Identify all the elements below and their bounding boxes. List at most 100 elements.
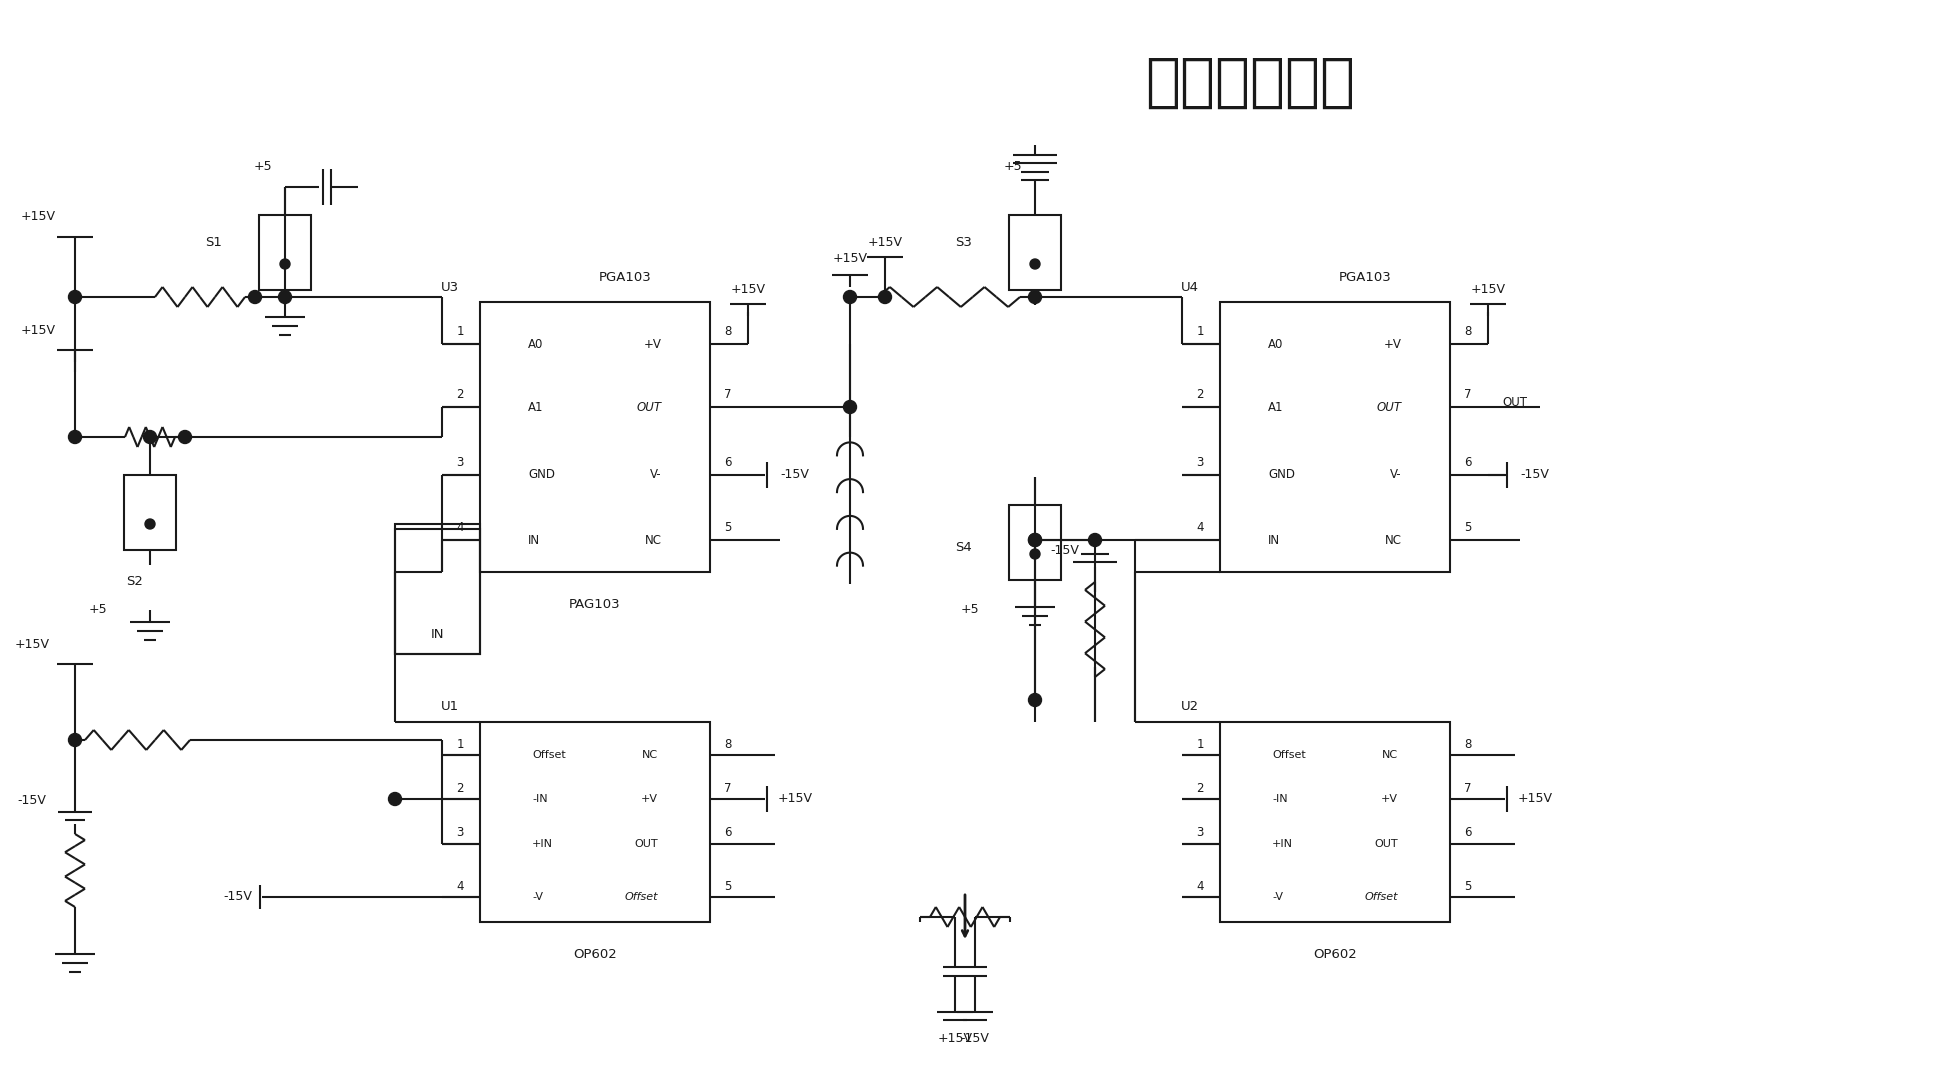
Text: GND: GND xyxy=(528,468,555,481)
Text: 6: 6 xyxy=(725,827,732,839)
Text: 5: 5 xyxy=(725,879,732,893)
Text: +IN: +IN xyxy=(1272,839,1293,849)
Text: 4: 4 xyxy=(1196,879,1204,893)
Circle shape xyxy=(1029,694,1042,706)
Text: 7: 7 xyxy=(1465,387,1473,401)
Text: +5: +5 xyxy=(253,160,273,173)
Text: NC: NC xyxy=(1385,534,1403,547)
Text: +15V: +15V xyxy=(867,236,902,249)
Circle shape xyxy=(68,291,82,303)
Text: NC: NC xyxy=(645,534,662,547)
Text: A1: A1 xyxy=(1268,401,1284,414)
Text: S1: S1 xyxy=(206,236,222,249)
Circle shape xyxy=(144,431,156,444)
Text: S4: S4 xyxy=(956,540,972,553)
Circle shape xyxy=(249,291,261,303)
Text: S2: S2 xyxy=(127,575,144,589)
Circle shape xyxy=(279,291,292,303)
Text: +15V: +15V xyxy=(14,638,49,651)
Text: +15V: +15V xyxy=(832,253,867,266)
Text: +V: +V xyxy=(1381,794,1399,804)
Circle shape xyxy=(1030,549,1040,559)
Text: 5: 5 xyxy=(1465,521,1471,534)
Bar xyxy=(1009,505,1062,580)
Text: Offset: Offset xyxy=(1364,892,1399,902)
Text: 1: 1 xyxy=(1196,738,1204,750)
Text: 7: 7 xyxy=(725,781,732,794)
Text: 5: 5 xyxy=(725,521,732,534)
Text: Offset: Offset xyxy=(625,892,658,902)
Text: -V: -V xyxy=(532,892,543,902)
Text: IN: IN xyxy=(528,534,540,547)
Text: NC: NC xyxy=(643,750,658,760)
Text: -15V: -15V xyxy=(781,468,810,481)
Text: +15V: +15V xyxy=(1517,792,1553,805)
Text: S3: S3 xyxy=(956,236,972,249)
Text: PGA103: PGA103 xyxy=(598,270,651,283)
Text: +5: +5 xyxy=(960,602,980,616)
Text: Offset: Offset xyxy=(1272,750,1305,760)
Text: NC: NC xyxy=(1381,750,1399,760)
Text: 4: 4 xyxy=(456,879,464,893)
Text: +15V: +15V xyxy=(21,324,55,337)
Bar xyxy=(1219,302,1449,572)
Circle shape xyxy=(1029,534,1042,547)
Text: +IN: +IN xyxy=(532,839,553,849)
Bar xyxy=(395,528,479,654)
Text: OP602: OP602 xyxy=(1313,948,1358,961)
Text: 2: 2 xyxy=(456,781,464,794)
Text: +15V: +15V xyxy=(1471,283,1506,296)
Text: 6: 6 xyxy=(1465,827,1473,839)
Text: -15V: -15V xyxy=(960,1032,990,1045)
Bar xyxy=(479,723,709,922)
Text: +15V: +15V xyxy=(21,210,55,223)
Text: U2: U2 xyxy=(1180,700,1200,714)
Text: 6: 6 xyxy=(1465,456,1473,468)
Text: +15V: +15V xyxy=(937,1032,972,1045)
Text: A0: A0 xyxy=(1268,338,1284,351)
Circle shape xyxy=(1089,534,1101,547)
Bar xyxy=(1009,214,1062,289)
Text: OUT: OUT xyxy=(1375,839,1399,849)
Text: 3: 3 xyxy=(456,827,464,839)
Text: 3: 3 xyxy=(1196,827,1204,839)
Text: IN: IN xyxy=(1268,534,1280,547)
Text: V-: V- xyxy=(651,468,662,481)
Circle shape xyxy=(879,291,892,303)
Text: 4: 4 xyxy=(1196,521,1204,534)
Text: -IN: -IN xyxy=(1272,794,1288,804)
Text: U3: U3 xyxy=(440,281,460,294)
Text: 8: 8 xyxy=(1465,325,1471,338)
Text: 2: 2 xyxy=(1196,387,1204,401)
Text: -15V: -15V xyxy=(1521,468,1549,481)
Bar xyxy=(1219,723,1449,922)
Text: A0: A0 xyxy=(528,338,543,351)
Circle shape xyxy=(1030,259,1040,269)
Text: +5: +5 xyxy=(90,602,107,616)
Text: OUT: OUT xyxy=(1502,396,1527,408)
Circle shape xyxy=(1029,291,1042,303)
Text: PGA103: PGA103 xyxy=(1338,270,1391,283)
Circle shape xyxy=(843,291,857,303)
Text: 8: 8 xyxy=(725,738,732,750)
Circle shape xyxy=(68,733,82,746)
Text: 2: 2 xyxy=(456,387,464,401)
Text: A1: A1 xyxy=(528,401,543,414)
Text: +V: +V xyxy=(641,794,658,804)
Text: 8: 8 xyxy=(725,325,732,338)
Text: V-: V- xyxy=(1391,468,1403,481)
Text: 1: 1 xyxy=(456,738,464,750)
Text: IN: IN xyxy=(431,627,444,640)
Text: Offset: Offset xyxy=(532,750,565,760)
Text: 3: 3 xyxy=(1196,456,1204,468)
Bar xyxy=(125,475,175,550)
Text: -15V: -15V xyxy=(1050,544,1079,556)
Text: 4: 4 xyxy=(456,521,464,534)
Text: OUT: OUT xyxy=(1377,401,1403,414)
Text: OUT: OUT xyxy=(635,839,658,849)
Text: 8: 8 xyxy=(1465,738,1471,750)
Circle shape xyxy=(144,519,156,528)
Text: -V: -V xyxy=(1272,892,1284,902)
Text: 7: 7 xyxy=(1465,781,1473,794)
Text: 1: 1 xyxy=(1196,325,1204,338)
